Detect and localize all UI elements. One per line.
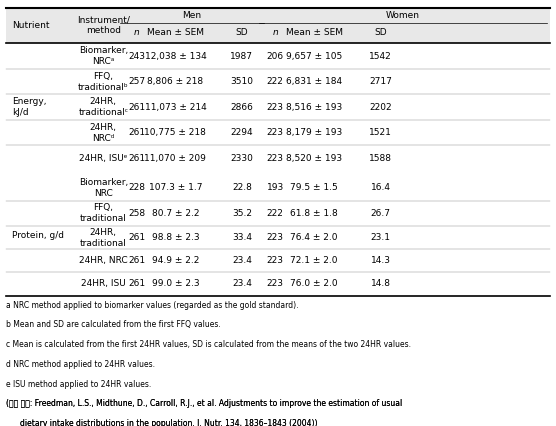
Text: 10,775 ± 218: 10,775 ± 218 (145, 128, 206, 137)
Text: n: n (272, 29, 278, 37)
Text: 223: 223 (267, 128, 284, 137)
Text: c Mean is calculated from the first 24HR values, SD is calculated from the means: c Mean is calculated from the first 24HR… (6, 340, 411, 349)
Text: 261: 261 (128, 128, 145, 137)
Text: 14.8: 14.8 (371, 279, 391, 288)
Text: 3510: 3510 (230, 77, 254, 86)
Text: 24HR,
traditionalᶜ: 24HR, traditionalᶜ (78, 97, 128, 117)
Text: a NRC method applied to biomarker values (regarded as the gold standard).: a NRC method applied to biomarker values… (6, 301, 299, 310)
Text: 222: 222 (267, 77, 284, 86)
Text: 99.0 ± 2.3: 99.0 ± 2.3 (152, 279, 199, 288)
Text: 206: 206 (267, 52, 284, 60)
Text: 11,070 ± 209: 11,070 ± 209 (145, 154, 206, 163)
Text: 24HR, ISU: 24HR, ISU (81, 279, 126, 288)
Text: 107.3 ± 1.7: 107.3 ± 1.7 (148, 183, 202, 192)
Text: 8,179 ± 193: 8,179 ± 193 (286, 128, 342, 137)
Text: 8,520 ± 193: 8,520 ± 193 (286, 154, 342, 163)
Text: 2330: 2330 (231, 154, 254, 163)
Text: 8,806 ± 218: 8,806 ± 218 (147, 77, 203, 86)
Text: 12,038 ± 134: 12,038 ± 134 (145, 52, 206, 60)
Text: b Mean and SD are calculated from the first FFQ values.: b Mean and SD are calculated from the fi… (6, 320, 221, 329)
Text: e ISU method applied to 24HR values.: e ISU method applied to 24HR values. (6, 380, 151, 389)
Text: 76.4 ± 2.0: 76.4 ± 2.0 (290, 233, 338, 242)
Text: 2202: 2202 (369, 103, 392, 112)
Text: 24HR, NRC: 24HR, NRC (79, 256, 128, 265)
Text: SD: SD (236, 29, 249, 37)
Text: 228: 228 (128, 183, 145, 192)
Text: Energy,
kJ/d: Energy, kJ/d (12, 97, 46, 117)
Text: Mean ± SEM: Mean ± SEM (147, 29, 204, 37)
Text: Women: Women (386, 11, 420, 20)
Text: FFQ,
traditionalᵇ: FFQ, traditionalᵇ (78, 72, 128, 92)
Bar (6, 8, 550, 43)
Text: 79.5 ± 1.5: 79.5 ± 1.5 (290, 183, 338, 192)
Text: 6,831 ± 184: 6,831 ± 184 (286, 77, 342, 86)
Text: 35.2: 35.2 (232, 209, 252, 218)
Text: Biomarker,
NRC: Biomarker, NRC (78, 178, 128, 198)
Text: 24HR,
NRCᵈ: 24HR, NRCᵈ (90, 123, 117, 143)
Text: 61.8 ± 1.8: 61.8 ± 1.8 (290, 209, 338, 218)
Text: dietary intake distributions in the population. J. Nutr. 134, 1836–1843 (2004)): dietary intake distributions in the popu… (19, 419, 317, 426)
Text: 23.4: 23.4 (232, 256, 252, 265)
Text: 193: 193 (266, 183, 284, 192)
Text: 261: 261 (128, 154, 145, 163)
Text: 98.8 ± 2.3: 98.8 ± 2.3 (152, 233, 199, 242)
Text: 223: 223 (267, 256, 284, 265)
Text: 22.8: 22.8 (232, 183, 252, 192)
Text: 26.7: 26.7 (371, 209, 391, 218)
Text: 2294: 2294 (231, 128, 254, 137)
Text: SD: SD (374, 29, 387, 37)
Text: 1588: 1588 (369, 154, 392, 163)
Text: 33.4: 33.4 (232, 233, 252, 242)
Text: 1542: 1542 (369, 52, 392, 60)
Text: FFQ,
traditional: FFQ, traditional (80, 203, 127, 223)
Text: 223: 223 (267, 103, 284, 112)
Text: 261: 261 (128, 279, 145, 288)
Text: 76.0 ± 2.0: 76.0 ± 2.0 (290, 279, 338, 288)
Text: Protein, g/d: Protein, g/d (12, 231, 64, 240)
Text: 243: 243 (128, 52, 145, 60)
Text: 16.4: 16.4 (371, 183, 391, 192)
Text: Biomarker,
NRCᵃ: Biomarker, NRCᵃ (78, 46, 128, 66)
Text: 261: 261 (128, 103, 145, 112)
Text: d NRC method applied to 24HR values.: d NRC method applied to 24HR values. (6, 360, 155, 369)
Text: 24HR, ISUᵉ: 24HR, ISUᵉ (79, 154, 127, 163)
Text: 14.3: 14.3 (371, 256, 391, 265)
Text: 257: 257 (128, 77, 145, 86)
Text: 23.4: 23.4 (232, 279, 252, 288)
Text: 223: 223 (267, 154, 284, 163)
Text: 8,516 ± 193: 8,516 ± 193 (286, 103, 342, 112)
Text: (자료 출처: Freedman, L.S., Midthune, D., Carroll, R.J., et al. Adjustments to impro: (자료 출처: Freedman, L.S., Midthune, D., Ca… (6, 400, 403, 409)
Text: Men: Men (182, 11, 202, 20)
Text: 11,073 ± 214: 11,073 ± 214 (145, 103, 206, 112)
Text: 94.9 ± 2.2: 94.9 ± 2.2 (152, 256, 199, 265)
Text: 80.7 ± 2.2: 80.7 ± 2.2 (152, 209, 199, 218)
Text: 261: 261 (128, 256, 145, 265)
Text: 1521: 1521 (369, 128, 392, 137)
Text: 23.1: 23.1 (371, 233, 391, 242)
Text: dietary intake distributions in the population. J. Nutr. 134, 1836–1843 (2004)): dietary intake distributions in the popu… (20, 419, 317, 426)
Text: 1987: 1987 (230, 52, 254, 60)
Text: 2866: 2866 (231, 103, 254, 112)
Text: 261: 261 (128, 233, 145, 242)
Text: Nutrient: Nutrient (12, 21, 49, 30)
Text: 24HR,
traditional: 24HR, traditional (80, 227, 127, 248)
Text: 72.1 ± 2.0: 72.1 ± 2.0 (290, 256, 338, 265)
Text: 222: 222 (267, 209, 284, 218)
Text: Mean ± SEM: Mean ± SEM (286, 29, 342, 37)
Text: 223: 223 (267, 279, 284, 288)
Text: 223: 223 (267, 233, 284, 242)
Text: 9,657 ± 105: 9,657 ± 105 (286, 52, 342, 60)
Text: n: n (133, 29, 140, 37)
Text: 2717: 2717 (369, 77, 392, 86)
Text: (자료 출처: Freedman, L.S., Midthune, D., Carroll, R.J., et al. Adjustments to impro: (자료 출처: Freedman, L.S., Midthune, D., Ca… (6, 400, 403, 409)
Text: Instrument/
method: Instrument/ method (77, 15, 130, 35)
Text: 258: 258 (128, 209, 145, 218)
